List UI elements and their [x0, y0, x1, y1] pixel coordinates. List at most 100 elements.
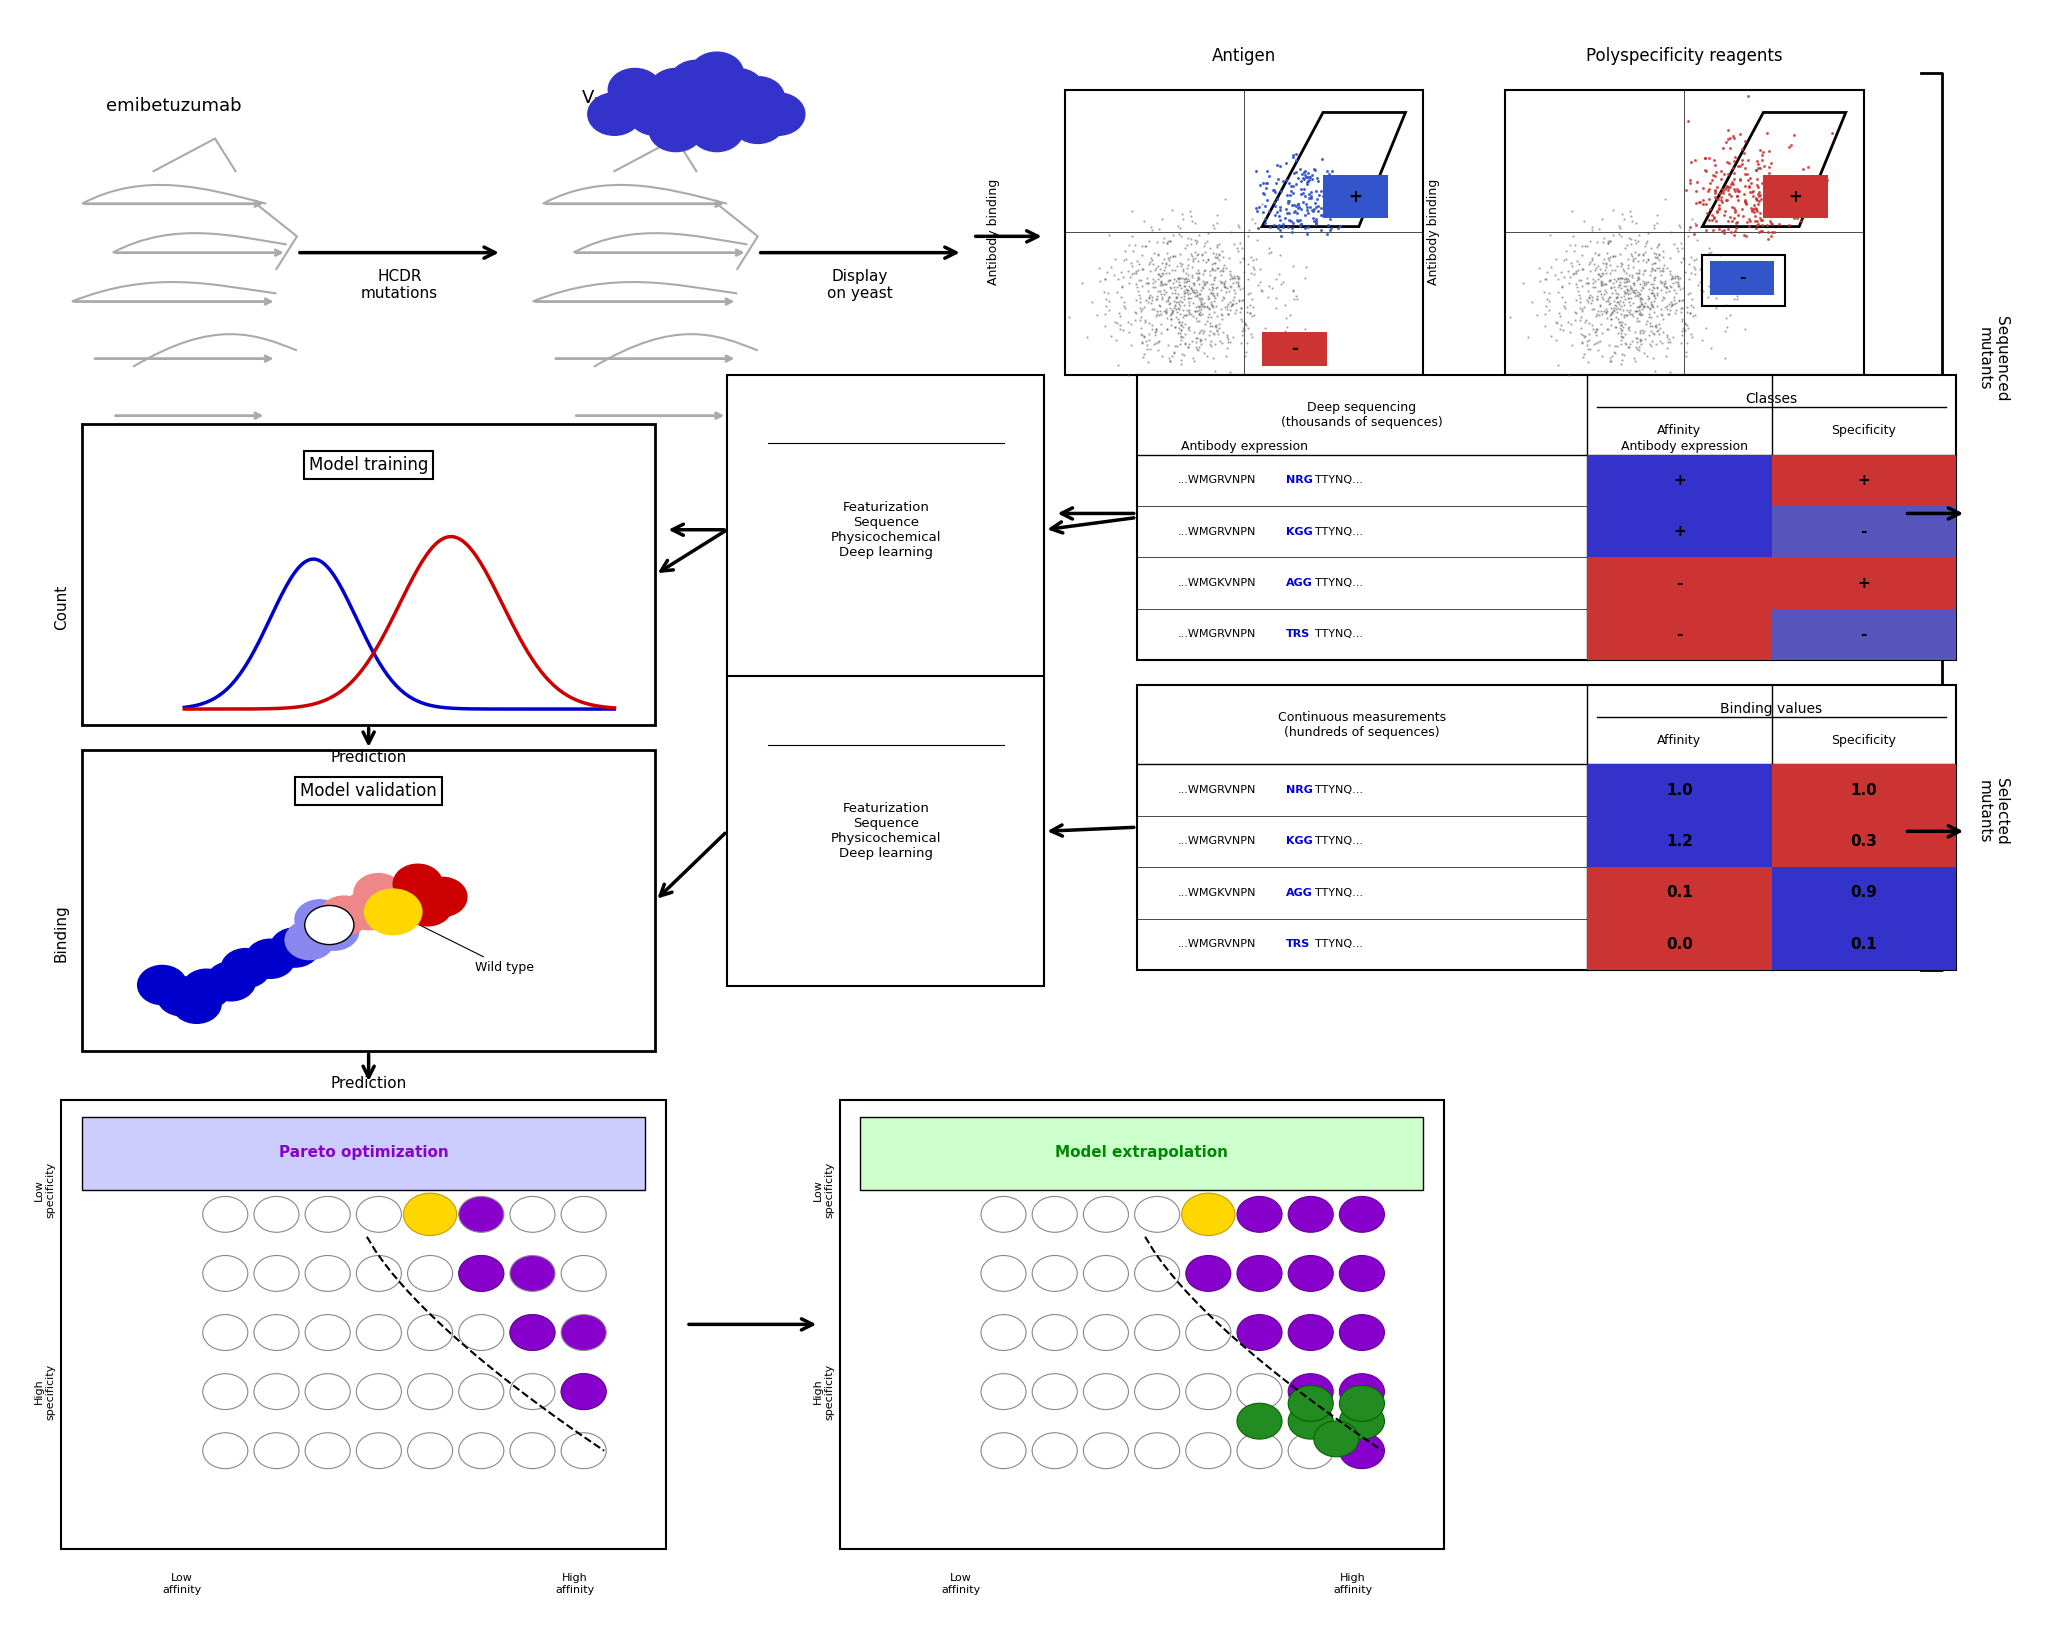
Point: [1182, 279, 1214, 305]
Point: [1632, 287, 1665, 313]
Point: [1606, 200, 1638, 227]
Point: [1153, 284, 1186, 310]
Text: Prediction: Prediction: [330, 750, 408, 764]
Point: [1704, 179, 1737, 205]
Point: [1647, 258, 1679, 284]
Point: [1235, 323, 1268, 349]
Point: [1194, 303, 1227, 329]
Point: [1108, 293, 1141, 319]
Point: [1270, 181, 1303, 207]
Point: [1196, 256, 1229, 282]
Point: [1583, 261, 1616, 287]
Point: [1612, 246, 1645, 272]
Point: [1690, 156, 1722, 183]
Point: [1133, 228, 1165, 254]
Point: [1153, 302, 1186, 328]
Point: [1163, 331, 1196, 357]
Point: [1587, 287, 1620, 313]
Point: [1235, 287, 1268, 313]
Point: [1223, 289, 1255, 315]
Point: [1706, 135, 1739, 161]
Point: [1710, 174, 1743, 200]
Point: [1139, 316, 1171, 342]
Point: [1174, 275, 1206, 302]
Point: [1718, 277, 1751, 303]
Point: [1147, 246, 1180, 272]
Point: [1647, 287, 1679, 313]
Point: [1790, 184, 1823, 210]
Point: [1296, 205, 1329, 231]
Point: [1108, 289, 1141, 315]
Point: [1679, 147, 1712, 173]
Point: [1632, 269, 1665, 295]
Point: [1192, 285, 1225, 311]
Point: [1180, 295, 1212, 321]
Point: [1677, 293, 1710, 319]
Point: [1733, 173, 1765, 199]
Circle shape: [561, 1374, 606, 1410]
Point: [1765, 163, 1798, 189]
Point: [1735, 196, 1767, 222]
Point: [1274, 207, 1307, 233]
Point: [1180, 334, 1212, 360]
Point: [1585, 342, 1618, 368]
Point: [1567, 329, 1599, 355]
Point: [1200, 315, 1233, 341]
Point: [1118, 231, 1151, 258]
Point: [1315, 205, 1348, 231]
Point: [1176, 209, 1208, 235]
Point: [1198, 284, 1231, 310]
Text: Low
affinity: Low affinity: [940, 1573, 981, 1594]
Point: [1632, 293, 1665, 319]
Point: [1192, 295, 1225, 321]
Point: [1710, 292, 1743, 318]
Point: [1595, 258, 1628, 284]
Point: [1196, 321, 1229, 347]
Point: [1100, 310, 1133, 336]
Point: [1667, 274, 1700, 300]
Point: [1606, 289, 1638, 315]
Point: [1200, 292, 1233, 318]
Text: TTYNQ...: TTYNQ...: [1315, 579, 1364, 588]
Point: [1208, 267, 1241, 293]
Bar: [1772, 505, 1956, 557]
Circle shape: [1339, 1386, 1384, 1421]
Point: [1673, 168, 1706, 194]
Point: [1585, 300, 1618, 326]
Text: TTYNQ...: TTYNQ...: [1315, 888, 1364, 898]
Point: [1661, 262, 1694, 289]
Point: [1108, 238, 1141, 264]
Point: [1769, 202, 1802, 228]
Point: [1630, 249, 1663, 275]
Point: [1638, 267, 1671, 293]
Point: [1651, 275, 1683, 302]
Point: [1700, 184, 1733, 210]
Circle shape: [981, 1374, 1026, 1410]
Point: [1546, 274, 1579, 300]
Point: [1722, 202, 1755, 228]
Point: [1767, 204, 1800, 230]
Point: [1149, 271, 1182, 297]
Point: [1706, 189, 1739, 215]
Point: [1145, 272, 1178, 298]
Point: [1126, 344, 1159, 370]
Circle shape: [305, 1314, 350, 1350]
Text: -: -: [1290, 341, 1298, 359]
Point: [1184, 293, 1217, 319]
Point: [1571, 279, 1604, 305]
Point: [1606, 350, 1638, 377]
Point: [1624, 326, 1657, 352]
Point: [1636, 274, 1669, 300]
Point: [1198, 264, 1231, 290]
Point: [1546, 316, 1579, 342]
Point: [1208, 295, 1241, 321]
Point: [1147, 225, 1180, 251]
Point: [1200, 318, 1233, 344]
Point: [1677, 220, 1710, 246]
Point: [1720, 176, 1753, 202]
Point: [1581, 316, 1614, 342]
Point: [1206, 306, 1239, 333]
Point: [1198, 289, 1231, 315]
Point: [1706, 218, 1739, 244]
Point: [1198, 285, 1231, 311]
